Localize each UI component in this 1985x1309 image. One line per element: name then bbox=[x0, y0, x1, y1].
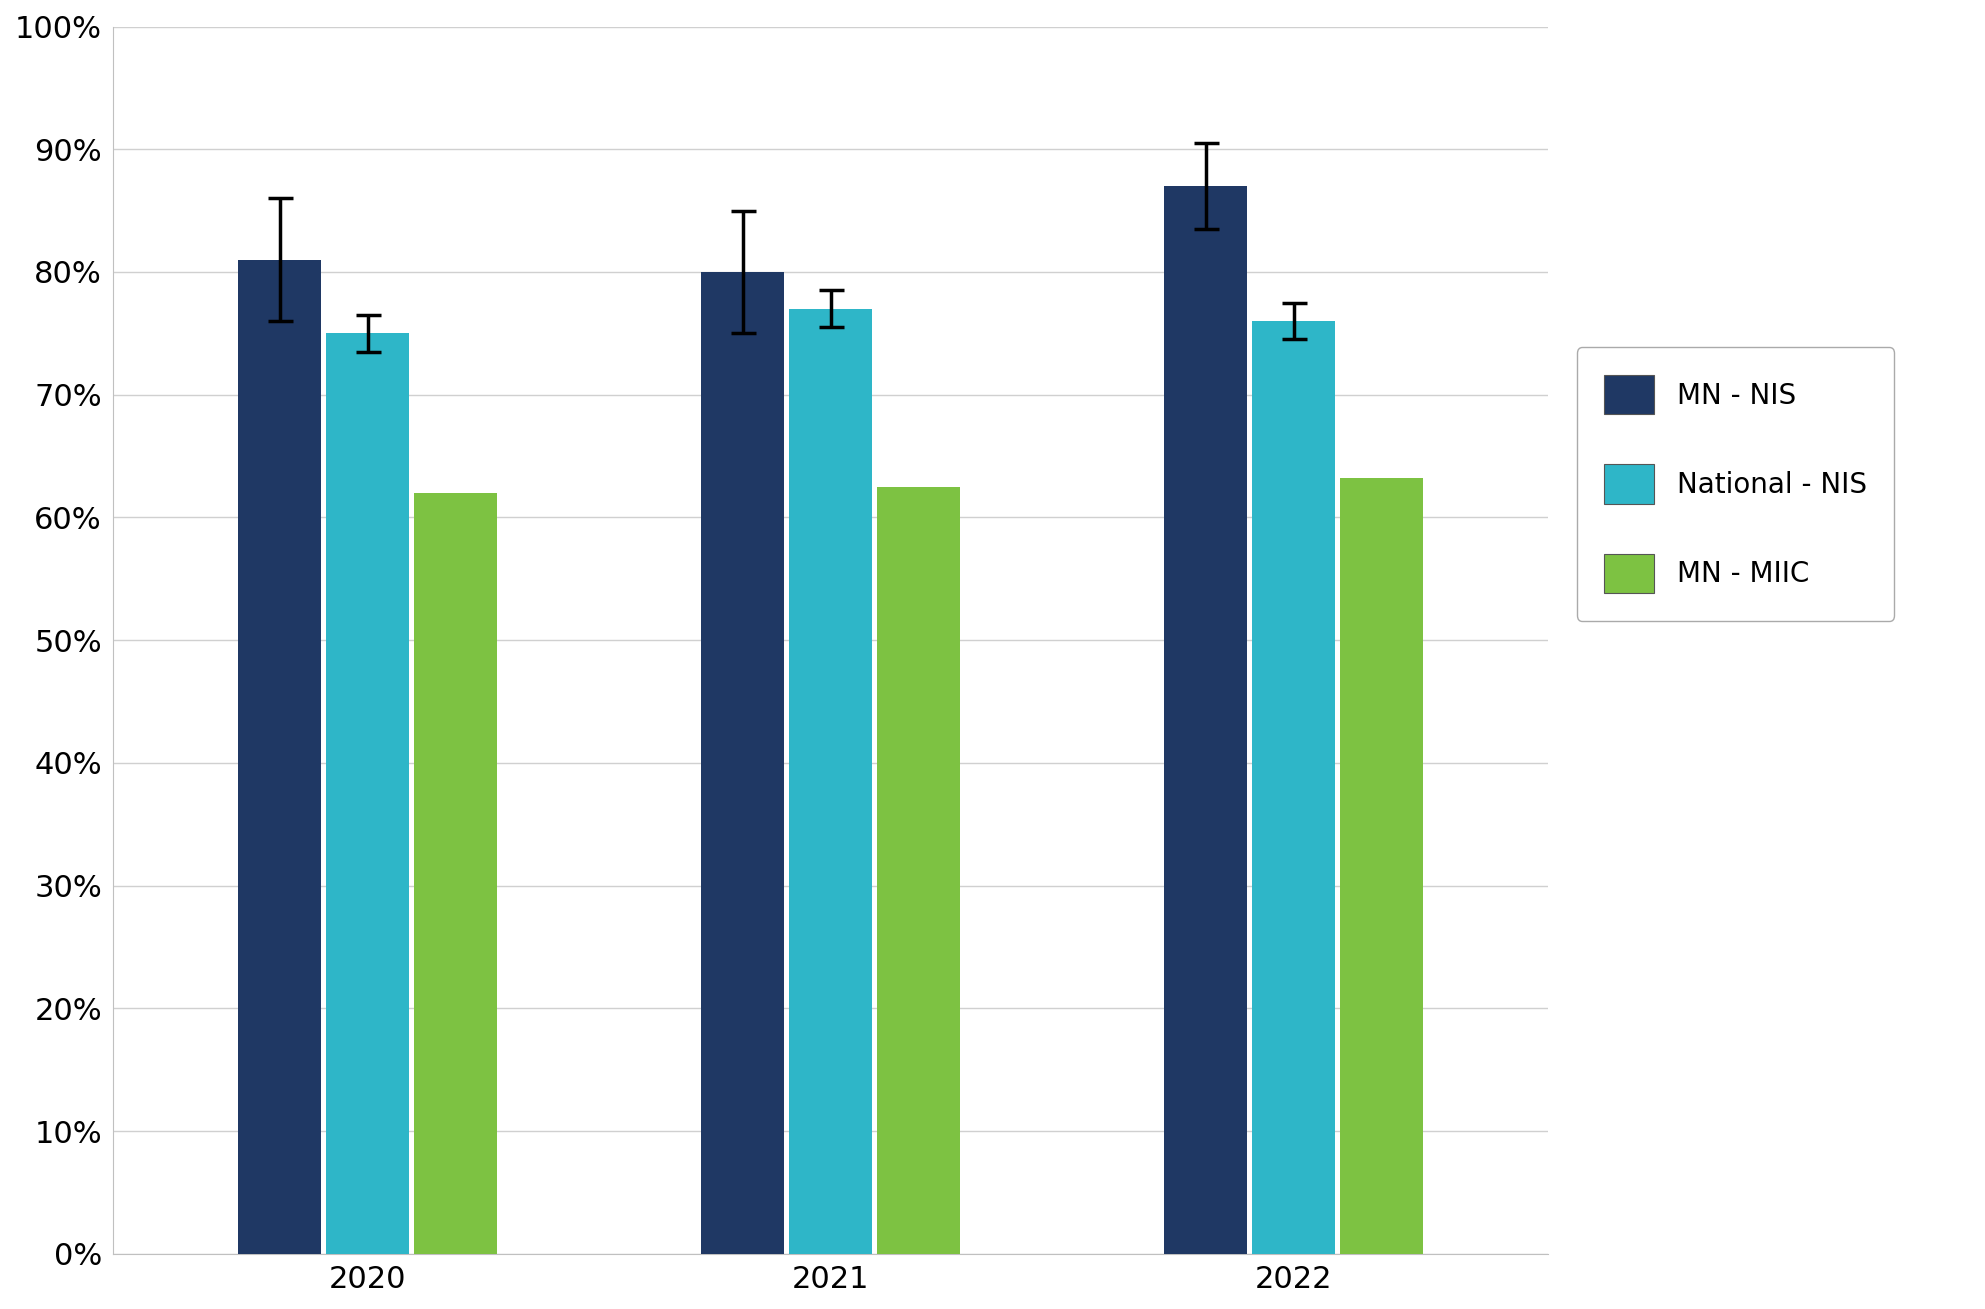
Bar bbox=[238, 259, 322, 1254]
Bar bbox=[701, 272, 784, 1254]
Bar bbox=[877, 487, 961, 1254]
Bar bbox=[415, 493, 498, 1254]
Bar bbox=[1340, 478, 1423, 1254]
Bar bbox=[1163, 186, 1247, 1254]
Bar bbox=[326, 334, 409, 1254]
Bar bbox=[790, 309, 871, 1254]
Bar bbox=[1253, 321, 1336, 1254]
Legend: MN - NIS, National - NIS, MN - MIIC: MN - NIS, National - NIS, MN - MIIC bbox=[1576, 347, 1894, 620]
